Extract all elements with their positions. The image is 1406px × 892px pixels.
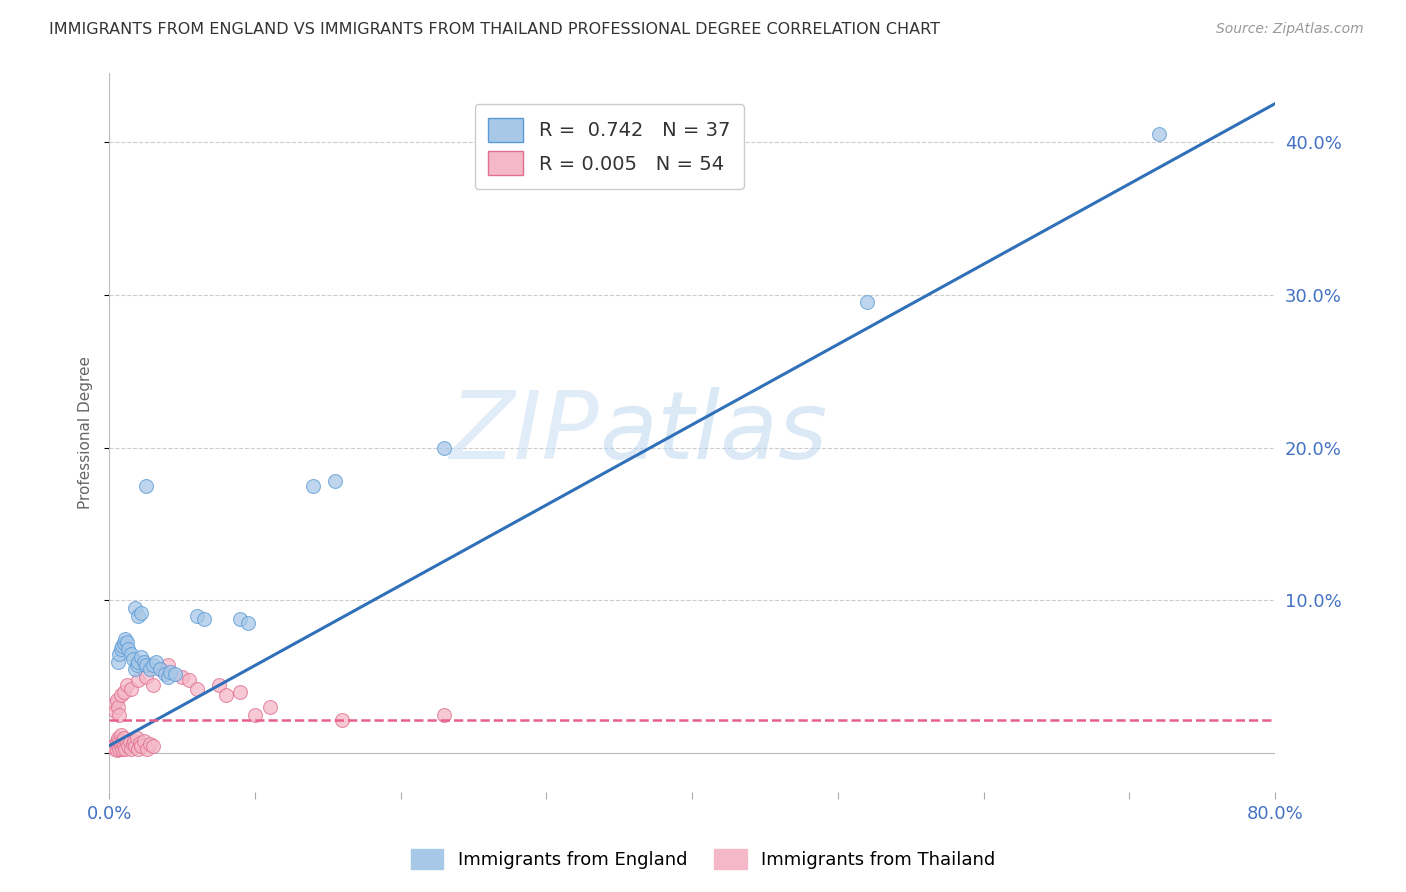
- Point: [120, 682, 142, 697]
- Point: [433, 441, 456, 455]
- Point: [121, 651, 143, 665]
- Point: [149, 662, 172, 676]
- Point: [121, 737, 143, 751]
- Point: [107, 739, 129, 753]
- Point: [103, 698, 125, 712]
- Text: IMMIGRANTS FROM ENGLAND VS IMMIGRANTS FROM THAILAND PROFESSIONAL DEGREE CORRELAT: IMMIGRANTS FROM ENGLAND VS IMMIGRANTS FR…: [49, 22, 941, 37]
- Point: [107, 700, 129, 714]
- Point: [110, 688, 132, 702]
- Point: [856, 295, 879, 310]
- Point: [124, 662, 146, 676]
- Point: [117, 642, 139, 657]
- Point: [125, 657, 148, 672]
- Point: [142, 677, 165, 691]
- Point: [186, 608, 208, 623]
- Point: [127, 741, 149, 756]
- Point: [145, 655, 167, 669]
- Point: [332, 713, 354, 727]
- Point: [139, 662, 162, 676]
- Point: [186, 682, 208, 697]
- Point: [131, 739, 153, 753]
- Point: [159, 665, 181, 680]
- Point: [122, 734, 145, 748]
- Point: [135, 670, 157, 684]
- Point: [125, 731, 148, 745]
- Point: [110, 728, 132, 742]
- Point: [115, 677, 138, 691]
- Point: [104, 741, 127, 756]
- Point: [229, 612, 252, 626]
- Point: [112, 685, 135, 699]
- Point: [139, 737, 162, 751]
- Point: [215, 688, 238, 702]
- Point: [193, 612, 215, 626]
- Point: [117, 739, 139, 753]
- Point: [131, 650, 153, 665]
- Point: [134, 734, 156, 748]
- Point: [128, 736, 150, 750]
- Point: [134, 655, 156, 669]
- Point: [142, 739, 165, 753]
- Text: atlas: atlas: [599, 387, 827, 478]
- Point: [112, 636, 135, 650]
- Point: [104, 704, 127, 718]
- Point: [111, 741, 134, 756]
- Point: [163, 666, 186, 681]
- Point: [111, 640, 134, 654]
- Point: [108, 708, 131, 723]
- Point: [114, 632, 136, 646]
- Point: [433, 708, 456, 723]
- Point: [115, 736, 138, 750]
- Point: [323, 474, 346, 488]
- Point: [110, 642, 132, 657]
- Point: [112, 731, 135, 745]
- Point: [108, 741, 131, 756]
- Text: Source: ZipAtlas.com: Source: ZipAtlas.com: [1216, 22, 1364, 37]
- Point: [115, 634, 138, 648]
- Point: [243, 708, 266, 723]
- Point: [229, 685, 252, 699]
- Point: [105, 743, 128, 757]
- Point: [179, 673, 201, 687]
- Point: [153, 666, 176, 681]
- Point: [156, 657, 179, 672]
- Point: [156, 670, 179, 684]
- Point: [136, 741, 159, 756]
- Point: [120, 647, 142, 661]
- Point: [105, 734, 128, 748]
- Point: [103, 739, 125, 753]
- Point: [135, 479, 157, 493]
- Point: [108, 647, 131, 661]
- Point: [112, 739, 135, 753]
- Point: [107, 655, 129, 669]
- Point: [107, 731, 129, 745]
- Text: ZIP: ZIP: [450, 387, 599, 478]
- Point: [302, 479, 325, 493]
- Point: [108, 734, 131, 748]
- Point: [236, 616, 259, 631]
- Point: [142, 657, 165, 672]
- Point: [105, 693, 128, 707]
- Point: [114, 741, 136, 756]
- Legend: Immigrants from England, Immigrants from Thailand: Immigrants from England, Immigrants from…: [402, 839, 1004, 879]
- Point: [127, 673, 149, 687]
- Point: [149, 662, 172, 676]
- Point: [127, 608, 149, 623]
- Point: [127, 655, 149, 669]
- Y-axis label: Professional Degree: Professional Degree: [79, 356, 93, 508]
- Point: [131, 606, 153, 620]
- Point: [259, 700, 281, 714]
- Point: [124, 739, 146, 753]
- Point: [120, 741, 142, 756]
- Legend: R =  0.742   N = 37, R = 0.005   N = 54: R = 0.742 N = 37, R = 0.005 N = 54: [475, 104, 744, 188]
- Point: [172, 670, 194, 684]
- Point: [1147, 127, 1170, 141]
- Point: [124, 601, 146, 615]
- Point: [207, 677, 229, 691]
- Point: [135, 657, 157, 672]
- Point: [118, 734, 141, 748]
- Point: [110, 739, 132, 753]
- Point: [111, 734, 134, 748]
